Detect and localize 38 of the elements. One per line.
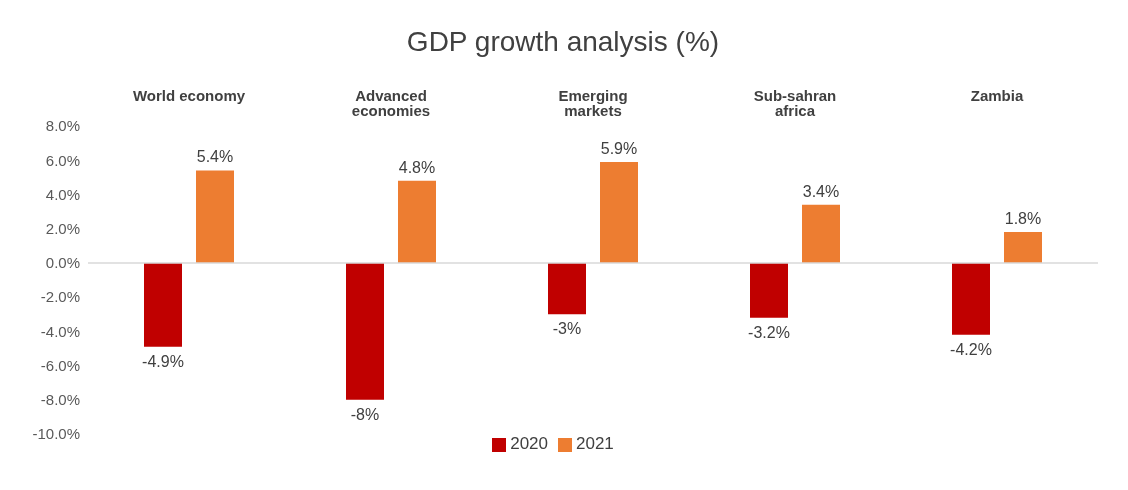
data-label: 4.8% [398,158,436,176]
x-tick-label: World economy [132,86,246,104]
data-label: 5.4% [196,148,234,166]
data-label: -4.9% [142,352,184,370]
y-tick-label: -10.0% [32,425,80,443]
y-tick-label: -4.0% [40,322,80,340]
y-tick-label: -8.0% [40,391,80,409]
bar [346,262,384,400]
bar [398,180,436,263]
data-label: 3.4% [802,182,840,200]
data-label: 1.8% [1004,210,1042,228]
data-label: 5.9% [600,139,638,157]
x-tick-label: Zambia [970,86,1024,104]
y-tick-label: 8.0% [45,117,80,135]
y-tick-label: -6.0% [40,356,80,374]
bar [600,161,638,263]
bar [952,262,990,335]
bar [196,170,234,263]
y-tick-label: -2.0% [40,288,80,306]
x-tick-label: Emerging markets [558,86,628,119]
data-label: -3% [552,320,582,338]
chart-title: GDP growth analysis (%) [405,25,721,58]
bar [1004,232,1042,263]
y-tick-label: 4.0% [45,185,80,203]
data-label: -4.2% [950,340,992,358]
x-tick-label: Advanced economies [351,86,431,119]
y-tick-label: 2.0% [45,219,80,237]
x-tick-label: Sub-sahran africa [753,86,837,119]
bar [802,204,840,263]
legend-label: 2021 [576,434,614,453]
data-label: -8% [350,405,380,423]
data-label: -3.2% [748,323,790,341]
bar [750,262,788,318]
bar [144,262,182,347]
legend-label: 2020 [510,434,548,453]
bar [548,262,586,315]
y-tick-label: 6.0% [45,151,80,169]
y-tick-label: 0.0% [45,254,80,272]
